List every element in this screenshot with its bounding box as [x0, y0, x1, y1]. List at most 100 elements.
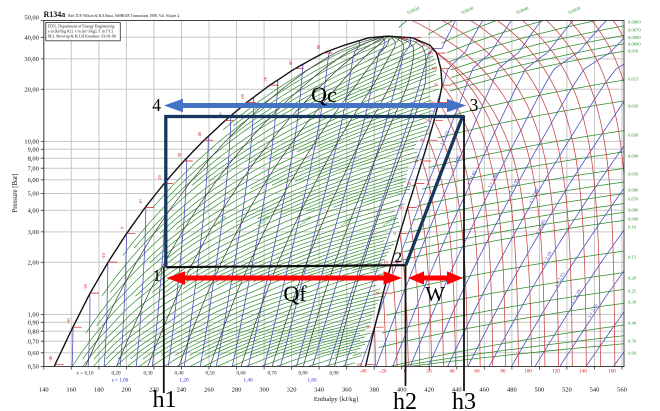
- svg-text:20: 20: [157, 174, 162, 179]
- svg-text:1: 1: [153, 266, 161, 285]
- svg-text:-40: -40: [48, 355, 53, 362]
- svg-text:10: 10: [138, 199, 143, 204]
- svg-text:0,40: 0,40: [628, 321, 637, 327]
- svg-text:30,00: 30,00: [24, 56, 38, 63]
- svg-text:60: 60: [430, 100, 435, 105]
- svg-text:-10: -10: [101, 252, 106, 259]
- svg-text:1,00: 1,00: [28, 312, 39, 319]
- svg-text:-20: -20: [83, 283, 88, 290]
- svg-text:0,0080: 0,0080: [628, 35, 641, 41]
- svg-text:40: 40: [449, 368, 455, 374]
- svg-text:0,70: 0,70: [267, 371, 276, 377]
- svg-text:480: 480: [507, 387, 517, 394]
- svg-text:6,00: 6,00: [28, 177, 39, 184]
- svg-text:20: 20: [407, 181, 412, 186]
- svg-text:140: 140: [39, 387, 49, 394]
- svg-text:320: 320: [287, 387, 297, 394]
- svg-text:-10: -10: [382, 260, 389, 265]
- svg-text:Qf: Qf: [283, 281, 307, 306]
- svg-text:100: 100: [401, 35, 409, 40]
- svg-text:-20: -20: [380, 368, 387, 374]
- svg-text:400: 400: [397, 387, 407, 394]
- svg-text:4,00: 4,00: [28, 208, 39, 215]
- svg-text:0,80: 0,80: [28, 328, 39, 335]
- svg-text:300: 300: [259, 387, 269, 394]
- svg-text:220: 220: [149, 387, 159, 394]
- svg-text:0,60: 0,60: [28, 350, 39, 357]
- svg-text:520: 520: [562, 387, 572, 394]
- svg-text:3,00: 3,00: [28, 229, 39, 236]
- svg-text:5,00: 5,00: [28, 191, 39, 198]
- svg-text:0,20: 0,20: [628, 276, 637, 282]
- svg-text:0,60: 0,60: [236, 371, 245, 377]
- svg-text:0,60: 0,60: [628, 351, 637, 357]
- svg-text:0,80: 0,80: [298, 371, 307, 377]
- svg-text:-40: -40: [356, 362, 363, 367]
- svg-text:200: 200: [122, 387, 132, 394]
- svg-text:0,010: 0,010: [628, 49, 639, 55]
- svg-text:0,015: 0,015: [628, 77, 639, 83]
- svg-text:Qc: Qc: [311, 82, 337, 107]
- svg-text:0,30: 0,30: [143, 371, 152, 377]
- svg-text:60: 60: [474, 368, 480, 374]
- svg-text:W: W: [425, 282, 445, 306]
- svg-text:1,40: 1,40: [243, 378, 252, 384]
- svg-text:180: 180: [94, 387, 104, 394]
- svg-text:1,20: 1,20: [179, 378, 188, 384]
- svg-text:0,0040: 0,0040: [516, 5, 531, 16]
- svg-text:0,90: 0,90: [28, 320, 39, 327]
- svg-text:-30: -30: [66, 317, 71, 324]
- svg-text:0,50: 0,50: [205, 371, 214, 377]
- svg-text:80: 80: [432, 66, 437, 71]
- svg-text:Pressure [Bar]: Pressure [Bar]: [12, 173, 19, 212]
- svg-text:0,30: 0,30: [628, 300, 637, 306]
- svg-text:0,10: 0,10: [628, 225, 637, 231]
- svg-text:540: 540: [590, 387, 600, 394]
- svg-text:50: 50: [218, 112, 223, 117]
- svg-text:360: 360: [342, 387, 352, 394]
- svg-text:0,0070: 0,0070: [628, 28, 641, 34]
- svg-text:160: 160: [608, 368, 616, 374]
- svg-text:0,070: 0,070: [628, 197, 639, 203]
- svg-text:0,050: 0,050: [628, 172, 639, 178]
- svg-text:420: 420: [424, 387, 434, 394]
- svg-text:1,60: 1,60: [307, 378, 316, 384]
- svg-text:0,020: 0,020: [628, 104, 639, 110]
- svg-text:s in [kJ/(kg K)]. v in [m^3/kg: s in [kJ/(kg K)]. v in [m^3/kg]. T in [°…: [48, 29, 113, 34]
- svg-text:240: 240: [177, 387, 187, 394]
- svg-text:0,90: 0,90: [329, 371, 338, 377]
- svg-text:20,00: 20,00: [24, 87, 38, 94]
- svg-text:0,0020: 0,0020: [407, 5, 422, 16]
- svg-text:DTU, Department of Energy Engi: DTU, Department of Energy Engineering: [48, 24, 114, 30]
- svg-text:280: 280: [232, 387, 242, 394]
- svg-text:460: 460: [479, 387, 489, 394]
- svg-text:0,40: 0,40: [174, 371, 183, 377]
- svg-text:0,50: 0,50: [628, 339, 637, 345]
- svg-text:h1: h1: [153, 387, 177, 411]
- svg-text:x = 0,10: x = 0,10: [76, 371, 94, 377]
- svg-text:2: 2: [395, 250, 403, 266]
- svg-text:0,0060: 0,0060: [628, 20, 641, 26]
- svg-text:0,0090: 0,0090: [628, 42, 641, 48]
- svg-text:80: 80: [288, 60, 293, 65]
- svg-text:90: 90: [428, 51, 433, 56]
- svg-text:0,70: 0,70: [28, 338, 39, 345]
- svg-text:-20: -20: [373, 291, 380, 296]
- svg-text:9,00: 9,00: [28, 147, 39, 154]
- svg-text:3: 3: [470, 95, 479, 115]
- svg-text:7,00: 7,00: [28, 165, 39, 172]
- svg-text:260: 260: [204, 387, 214, 394]
- svg-text:340: 340: [314, 387, 324, 394]
- svg-text:50,00: 50,00: [24, 15, 38, 22]
- svg-text:0,030: 0,030: [628, 133, 639, 139]
- svg-text:0: 0: [119, 226, 124, 229]
- svg-text:70: 70: [263, 76, 268, 81]
- svg-text:100: 100: [524, 368, 532, 374]
- svg-text:Enthalpy [kJ/kg]: Enthalpy [kJ/kg]: [314, 396, 358, 403]
- svg-text:-30: -30: [364, 325, 371, 330]
- svg-text:50: 50: [425, 118, 430, 123]
- svg-text:120: 120: [552, 368, 560, 374]
- svg-text:500: 500: [535, 387, 545, 394]
- svg-text:-40: -40: [360, 368, 367, 374]
- svg-text:380: 380: [369, 387, 379, 394]
